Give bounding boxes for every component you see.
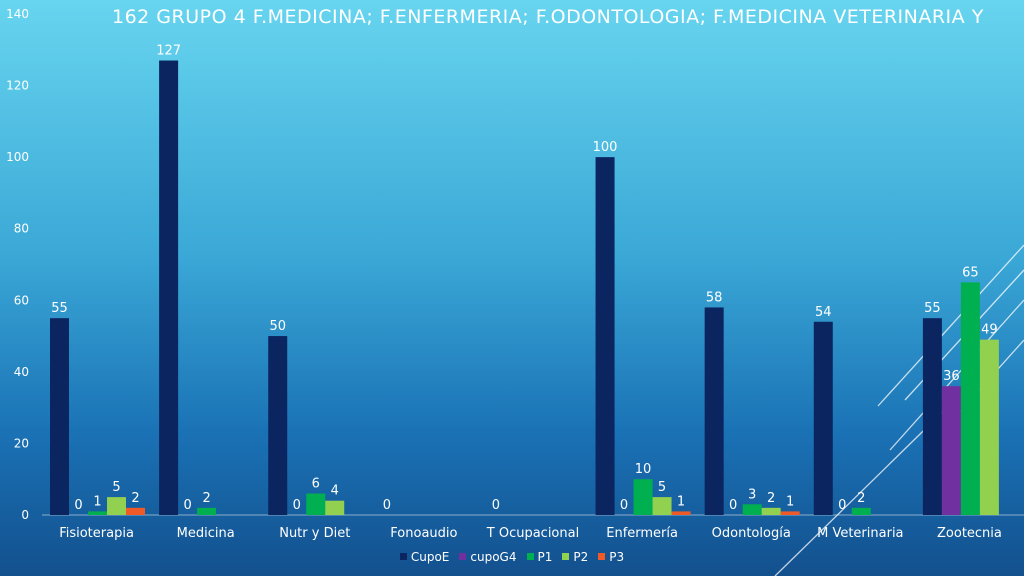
data-label: 0 xyxy=(620,498,628,513)
legend-swatch xyxy=(399,553,407,560)
y-tick-label: 0 xyxy=(21,508,29,522)
bar xyxy=(325,500,345,515)
bar xyxy=(633,479,653,515)
chart-legend: CupoE cupoG4 P1 P2 P3 xyxy=(0,549,1024,564)
data-label: 0 xyxy=(729,498,737,513)
bar xyxy=(704,307,724,515)
data-label: 0 xyxy=(492,498,500,513)
data-label: 2 xyxy=(857,491,865,506)
legend-label: P1 xyxy=(537,549,553,564)
data-label: 0 xyxy=(383,498,391,513)
x-tick-label: Zootecnia xyxy=(937,526,1002,541)
legend-label: P3 xyxy=(609,549,625,564)
data-label: 127 xyxy=(156,44,181,59)
data-label: 50 xyxy=(269,319,286,334)
bar xyxy=(979,339,999,515)
data-label: 0 xyxy=(183,498,191,513)
y-tick-label: 40 xyxy=(14,365,29,379)
legend-label: P2 xyxy=(573,549,589,564)
bar xyxy=(922,318,942,515)
legend-swatch xyxy=(598,553,606,560)
x-tick-label: Nutr y Diet xyxy=(279,526,350,541)
legend-swatch xyxy=(459,553,467,560)
data-label: 0 xyxy=(838,498,846,513)
legend-item: P1 xyxy=(526,549,553,564)
legend-label: cupoG4 xyxy=(470,549,517,564)
data-label: 5 xyxy=(658,480,666,495)
data-label: 65 xyxy=(962,265,979,280)
data-label: 0 xyxy=(293,498,301,513)
x-tick-label: M Veterinaria xyxy=(817,526,903,541)
data-label: 6 xyxy=(312,477,320,492)
x-tick-label: Medicina xyxy=(177,526,235,541)
bar xyxy=(126,507,145,515)
x-tick-label: Enfermería xyxy=(606,526,678,541)
y-tick-label: 80 xyxy=(14,222,29,236)
y-tick-label: 120 xyxy=(6,79,29,93)
bar xyxy=(780,511,800,515)
deco-line xyxy=(877,244,1024,407)
legend-label: CupoE xyxy=(410,549,450,564)
y-tick-label: 60 xyxy=(14,293,29,307)
bar xyxy=(159,60,179,516)
data-label: 5 xyxy=(112,480,120,495)
slide-title: 162 GRUPO 4 F.MEDICINA; F.ENFERMERIA; F.… xyxy=(112,6,984,28)
legend-swatch xyxy=(562,553,570,560)
data-label: 58 xyxy=(706,290,723,305)
data-label: 1 xyxy=(786,494,794,509)
data-label: 100 xyxy=(593,140,618,155)
data-label: 2 xyxy=(131,491,139,506)
data-label: 54 xyxy=(815,305,832,320)
data-label: 55 xyxy=(51,301,68,316)
x-tick-label: Fonoaudio xyxy=(390,526,457,541)
legend-swatch xyxy=(526,553,534,560)
data-label: 4 xyxy=(331,484,339,499)
data-label: 1 xyxy=(677,494,685,509)
x-tick-label: Odontología xyxy=(712,526,791,541)
x-tick-label: T Ocupacional xyxy=(486,526,579,541)
legend-item: cupoG4 xyxy=(459,549,517,564)
bar xyxy=(88,511,107,515)
bar xyxy=(197,507,217,515)
bar xyxy=(595,157,615,515)
data-label: 36 xyxy=(943,369,960,384)
bar xyxy=(941,386,961,515)
data-label: 0 xyxy=(74,498,82,513)
bar xyxy=(107,497,126,515)
data-label: 1 xyxy=(93,494,101,509)
bar xyxy=(268,336,288,515)
data-label: 2 xyxy=(202,491,210,506)
legend-item: CupoE xyxy=(399,549,450,564)
legend-item: P2 xyxy=(562,550,588,564)
data-label: 55 xyxy=(924,301,941,316)
y-tick-label: 20 xyxy=(14,436,29,450)
bar xyxy=(761,507,781,515)
x-tick-label: Fisioterapia xyxy=(59,526,134,541)
bar xyxy=(742,504,762,515)
bar xyxy=(652,497,672,515)
deco-line xyxy=(889,299,1024,451)
bar xyxy=(813,321,833,515)
bar xyxy=(960,282,980,515)
bar xyxy=(306,493,326,515)
y-tick-label: 140 xyxy=(6,7,29,21)
bar xyxy=(50,318,69,515)
data-label: 49 xyxy=(981,323,998,338)
data-label: 3 xyxy=(748,487,756,502)
y-tick-label: 100 xyxy=(6,150,29,164)
bar xyxy=(671,511,691,515)
legend-item: P3 xyxy=(598,550,624,564)
bar xyxy=(851,507,871,515)
data-label: 2 xyxy=(767,491,775,506)
data-label: 10 xyxy=(635,462,652,477)
